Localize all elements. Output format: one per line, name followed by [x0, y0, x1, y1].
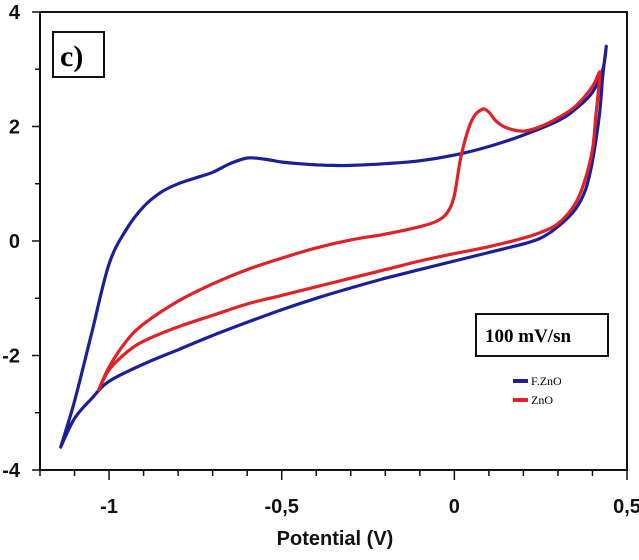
- panel-label: c): [60, 40, 83, 73]
- axis-ticks: [32, 11, 628, 480]
- y-tick-label: 0: [9, 231, 20, 253]
- legend-label: F.ZnO: [531, 374, 562, 388]
- panel-label-box: [52, 31, 105, 78]
- scan-rate-label: 100 mV/sn: [485, 326, 571, 347]
- x-tick-label: -1: [100, 496, 118, 518]
- x-axis-title: Potential (V): [277, 528, 394, 550]
- y-tick-label: -4: [2, 460, 21, 482]
- legend: F.ZnO ZnO: [513, 374, 562, 407]
- x-tick-label: -0,5: [264, 496, 298, 518]
- series-zno-line: [97, 70, 602, 392]
- y-tick-label: 2: [9, 117, 20, 139]
- series-layer: [59, 44, 608, 449]
- scan-rate-box: [475, 313, 609, 357]
- x-tick-label: 0,5: [613, 496, 639, 518]
- y-tick-label: 4: [9, 2, 21, 24]
- x-tick-label: 0: [449, 496, 460, 518]
- y-tick-label: -2: [2, 346, 20, 368]
- legend-label: ZnO: [531, 393, 553, 407]
- axis-tick-labels: -1 -0,5 0 0,5 -4 -2 0 2 4: [2, 2, 639, 518]
- series-f-zno-line: [59, 44, 608, 449]
